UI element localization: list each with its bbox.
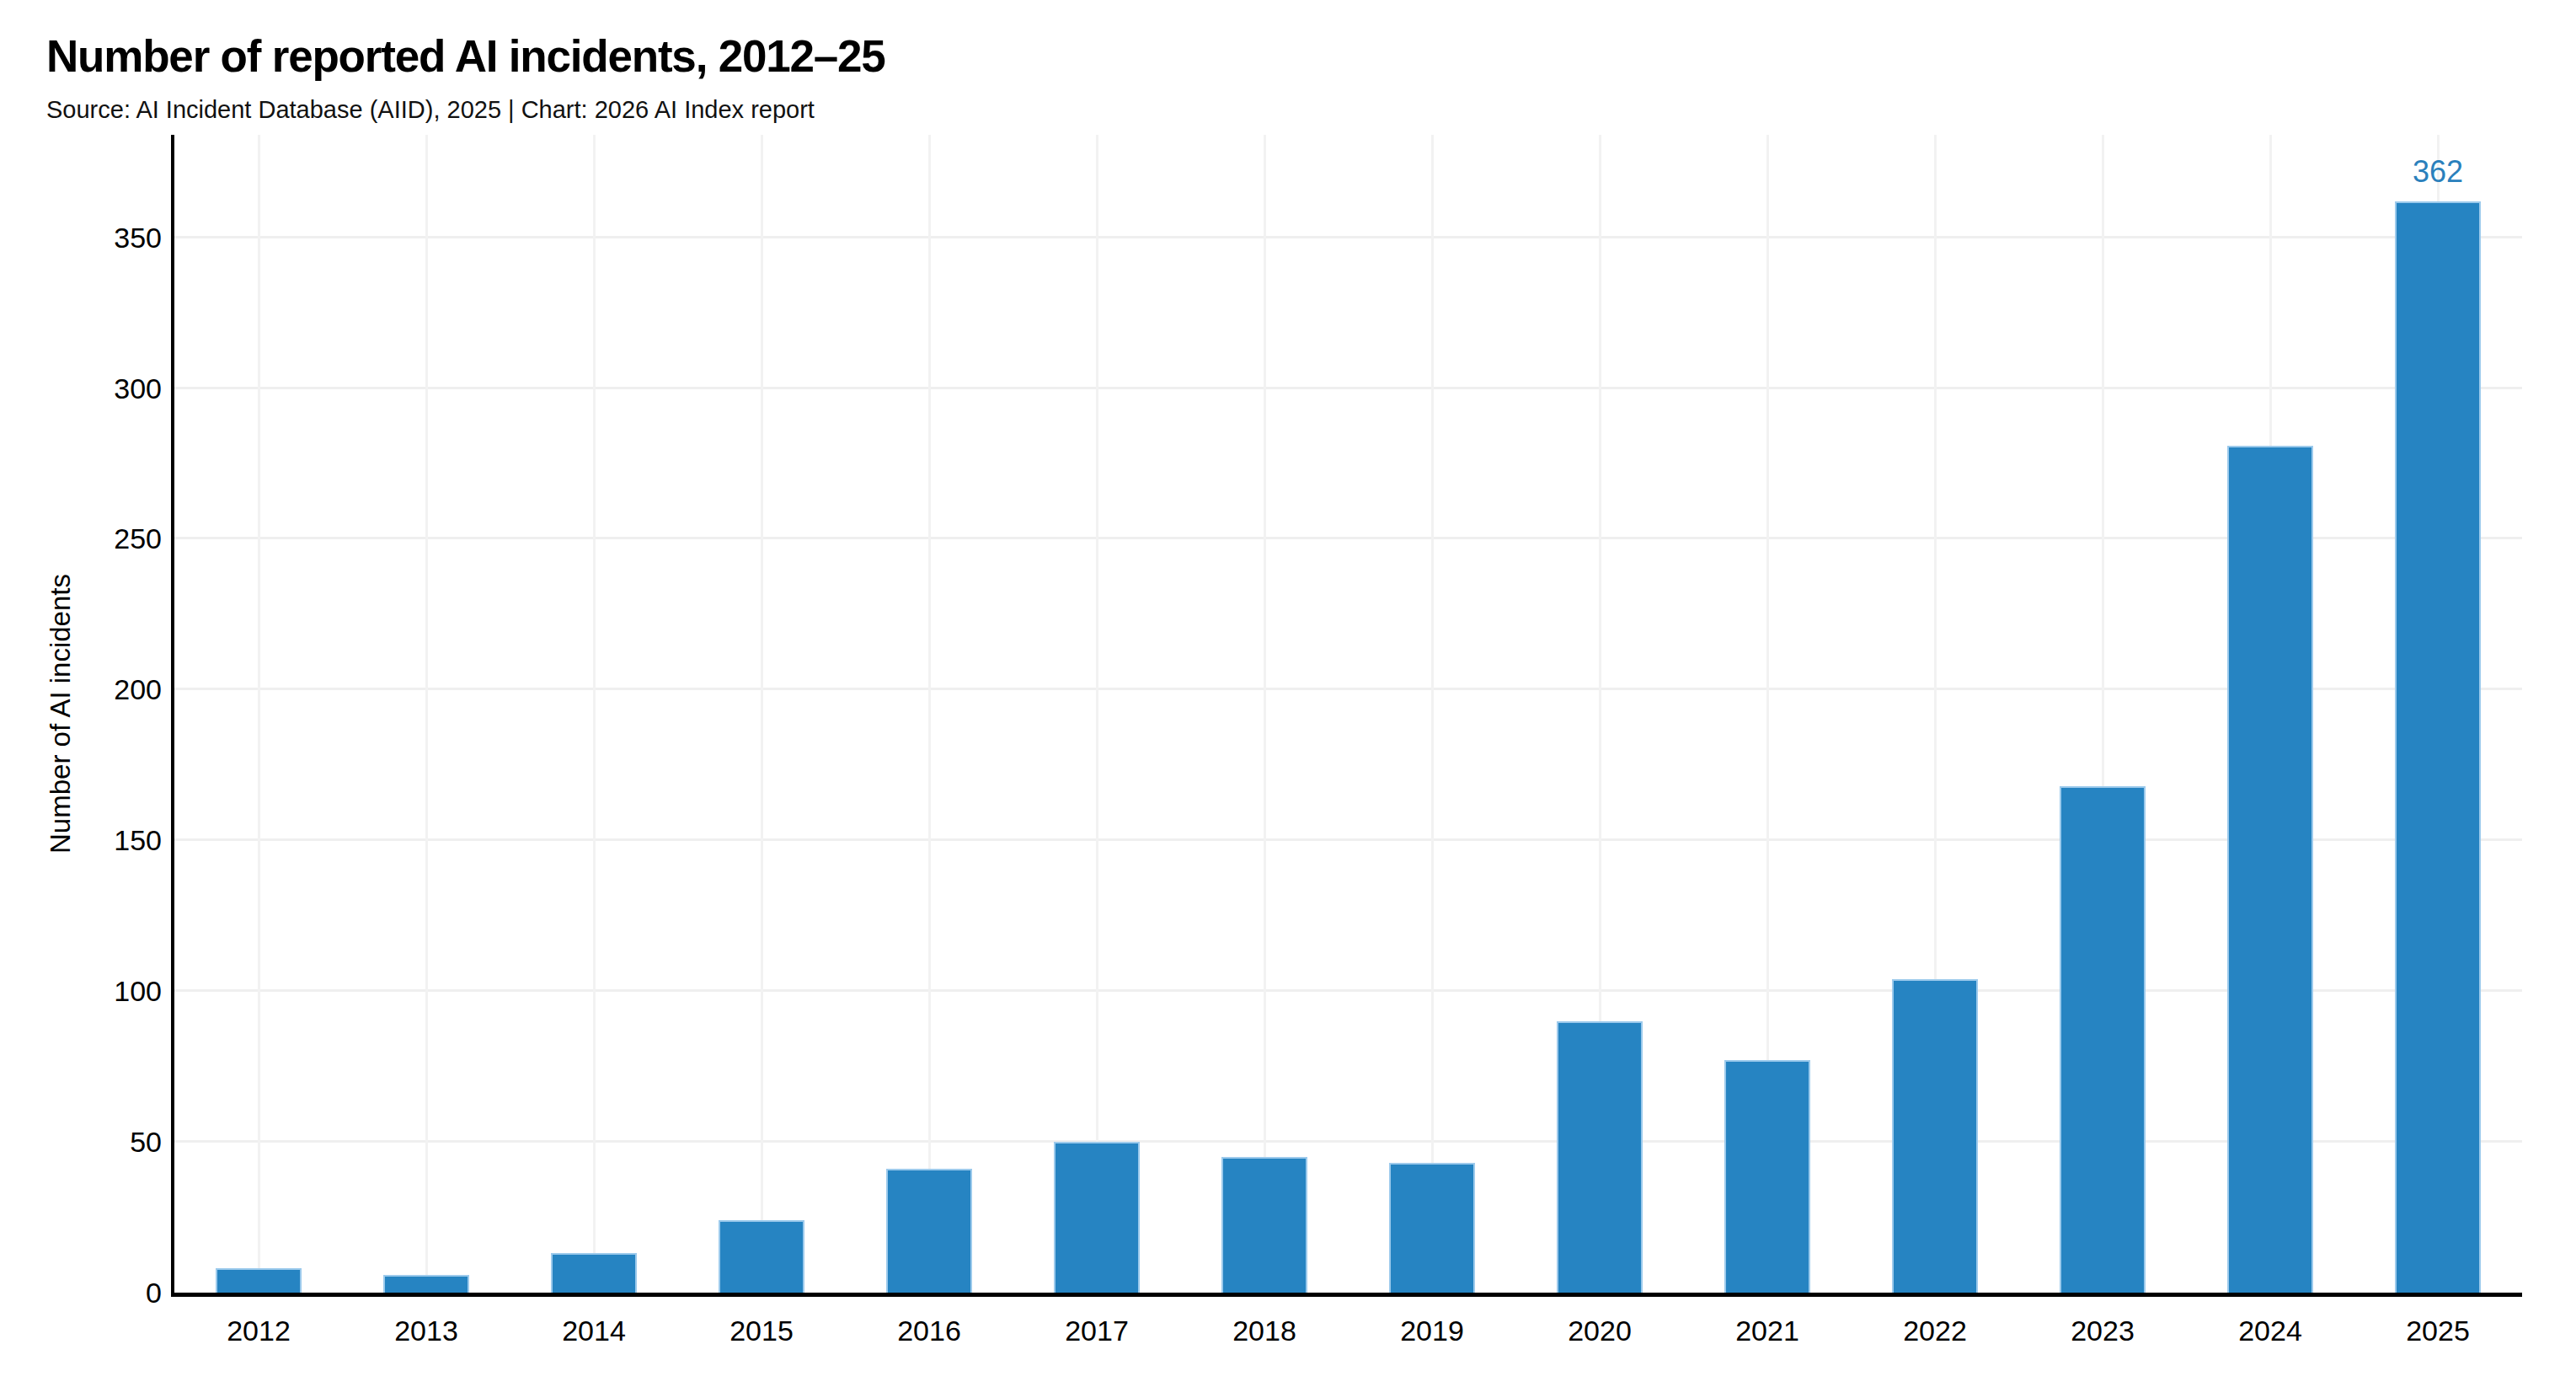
v-gridline (1264, 135, 1266, 1293)
x-tick-label: 2019 (1400, 1315, 1464, 1347)
v-gridline (1431, 135, 1434, 1293)
y-tick-label: 50 (130, 1126, 162, 1159)
bar-2024 (2227, 446, 2313, 1293)
x-tick-label: 2024 (2238, 1315, 2302, 1347)
chart-title: Number of reported AI incidents, 2012–25 (46, 30, 885, 82)
y-tick-label: 100 (114, 975, 162, 1008)
x-tick-label: 2013 (394, 1315, 458, 1347)
v-gridline (258, 135, 260, 1293)
h-gridline (174, 236, 2522, 238)
v-gridline (425, 135, 428, 1293)
bar-2012 (216, 1268, 302, 1293)
h-gridline (174, 537, 2522, 539)
x-tick-label: 2012 (227, 1315, 291, 1347)
bar-2018 (1221, 1157, 1307, 1293)
x-tick-label: 2017 (1065, 1315, 1129, 1347)
chart-header: Number of reported AI incidents, 2012–25… (46, 30, 885, 124)
y-tick-label: 350 (114, 221, 162, 254)
v-gridline (761, 135, 763, 1293)
y-axis-title: Number of AI incidents (45, 574, 77, 854)
y-tick-label: 250 (114, 522, 162, 555)
plot-area: 0501001502002503003502012201320142015201… (171, 135, 2522, 1297)
bar-2015 (719, 1220, 804, 1293)
bar-2020 (1557, 1021, 1643, 1293)
h-gridline (174, 387, 2522, 389)
v-gridline (928, 135, 931, 1293)
bar-2013 (383, 1275, 469, 1293)
bar-2021 (1724, 1060, 1810, 1293)
x-tick-label: 2014 (562, 1315, 626, 1347)
h-gridline (174, 838, 2522, 841)
v-gridline (593, 135, 596, 1293)
x-tick-label: 2022 (1903, 1315, 1967, 1347)
bar-2025 (2395, 201, 2481, 1293)
page: { "header": { "title": "Number of report… (0, 0, 2576, 1387)
bar-2023 (2060, 786, 2146, 1293)
x-tick-label: 2015 (730, 1315, 794, 1347)
bar-2022 (1892, 979, 1978, 1293)
y-tick-label: 0 (146, 1277, 162, 1309)
x-tick-label: 2025 (2406, 1315, 2470, 1347)
h-gridline (174, 688, 2522, 690)
y-tick-label: 300 (114, 372, 162, 404)
chart-source-line: Source: AI Incident Database (AIID), 202… (46, 96, 885, 124)
v-gridline (1096, 135, 1098, 1293)
bar-2017 (1054, 1142, 1140, 1293)
x-tick-label: 2023 (2071, 1315, 2135, 1347)
bar-2019 (1389, 1163, 1475, 1293)
x-tick-label: 2020 (1568, 1315, 1632, 1347)
x-tick-label: 2021 (1735, 1315, 1799, 1347)
x-tick-label: 2018 (1232, 1315, 1296, 1347)
x-tick-label: 2016 (897, 1315, 961, 1347)
h-gridline (174, 989, 2522, 992)
h-gridline (174, 1140, 2522, 1143)
y-tick-label: 150 (114, 824, 162, 857)
bar-2016 (886, 1169, 972, 1293)
y-tick-label: 200 (114, 673, 162, 706)
bar-2014 (551, 1253, 637, 1293)
bar-value-label: 362 (2413, 154, 2463, 190)
